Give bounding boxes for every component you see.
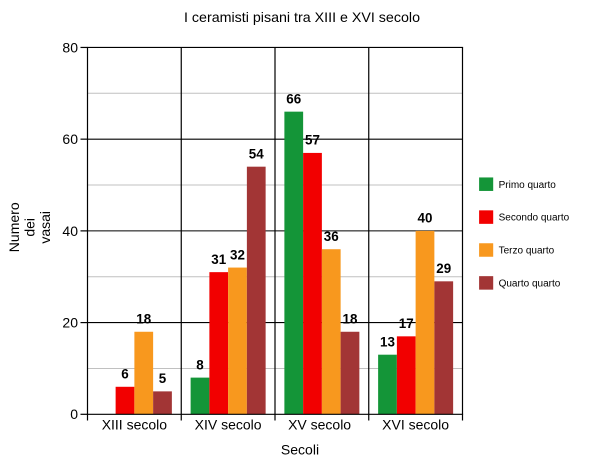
svg-text:60: 60 bbox=[62, 131, 78, 147]
svg-text:13: 13 bbox=[380, 334, 395, 349]
svg-text:XIII secolo: XIII secolo bbox=[102, 417, 168, 433]
svg-text:XVI secolo: XVI secolo bbox=[382, 417, 449, 433]
svg-text:Numero: Numero bbox=[6, 202, 22, 252]
svg-text:20: 20 bbox=[62, 314, 78, 330]
svg-text:40: 40 bbox=[62, 223, 78, 239]
svg-text:80: 80 bbox=[62, 39, 78, 55]
svg-text:57: 57 bbox=[305, 133, 320, 148]
svg-text:0: 0 bbox=[70, 406, 78, 422]
svg-text:I ceramisti pisani tra XIII e: I ceramisti pisani tra XIII e XVI secolo bbox=[184, 10, 420, 26]
svg-text:8: 8 bbox=[196, 357, 204, 372]
svg-text:18: 18 bbox=[136, 312, 151, 327]
svg-text:XIV secolo: XIV secolo bbox=[195, 417, 262, 433]
svg-text:Secondo quarto: Secondo quarto bbox=[499, 213, 570, 224]
svg-text:31: 31 bbox=[211, 252, 226, 267]
svg-text:vasai: vasai bbox=[37, 211, 53, 244]
svg-text:6: 6 bbox=[121, 367, 128, 382]
svg-text:18: 18 bbox=[343, 312, 358, 327]
svg-text:Primo quarto: Primo quarto bbox=[499, 180, 557, 191]
svg-text:29: 29 bbox=[436, 261, 451, 276]
svg-text:Terzo quarto: Terzo quarto bbox=[499, 246, 555, 257]
svg-text:36: 36 bbox=[324, 229, 339, 244]
svg-text:Secoli: Secoli bbox=[281, 441, 319, 457]
svg-text:32: 32 bbox=[230, 247, 245, 262]
svg-text:40: 40 bbox=[418, 211, 433, 226]
svg-text:5: 5 bbox=[159, 371, 167, 386]
svg-text:54: 54 bbox=[249, 146, 264, 161]
svg-text:XV secolo: XV secolo bbox=[288, 417, 351, 433]
svg-text:17: 17 bbox=[399, 316, 414, 331]
svg-text:Quarto quarto: Quarto quarto bbox=[499, 279, 561, 290]
svg-text:dei: dei bbox=[21, 218, 37, 237]
svg-text:66: 66 bbox=[286, 91, 301, 106]
